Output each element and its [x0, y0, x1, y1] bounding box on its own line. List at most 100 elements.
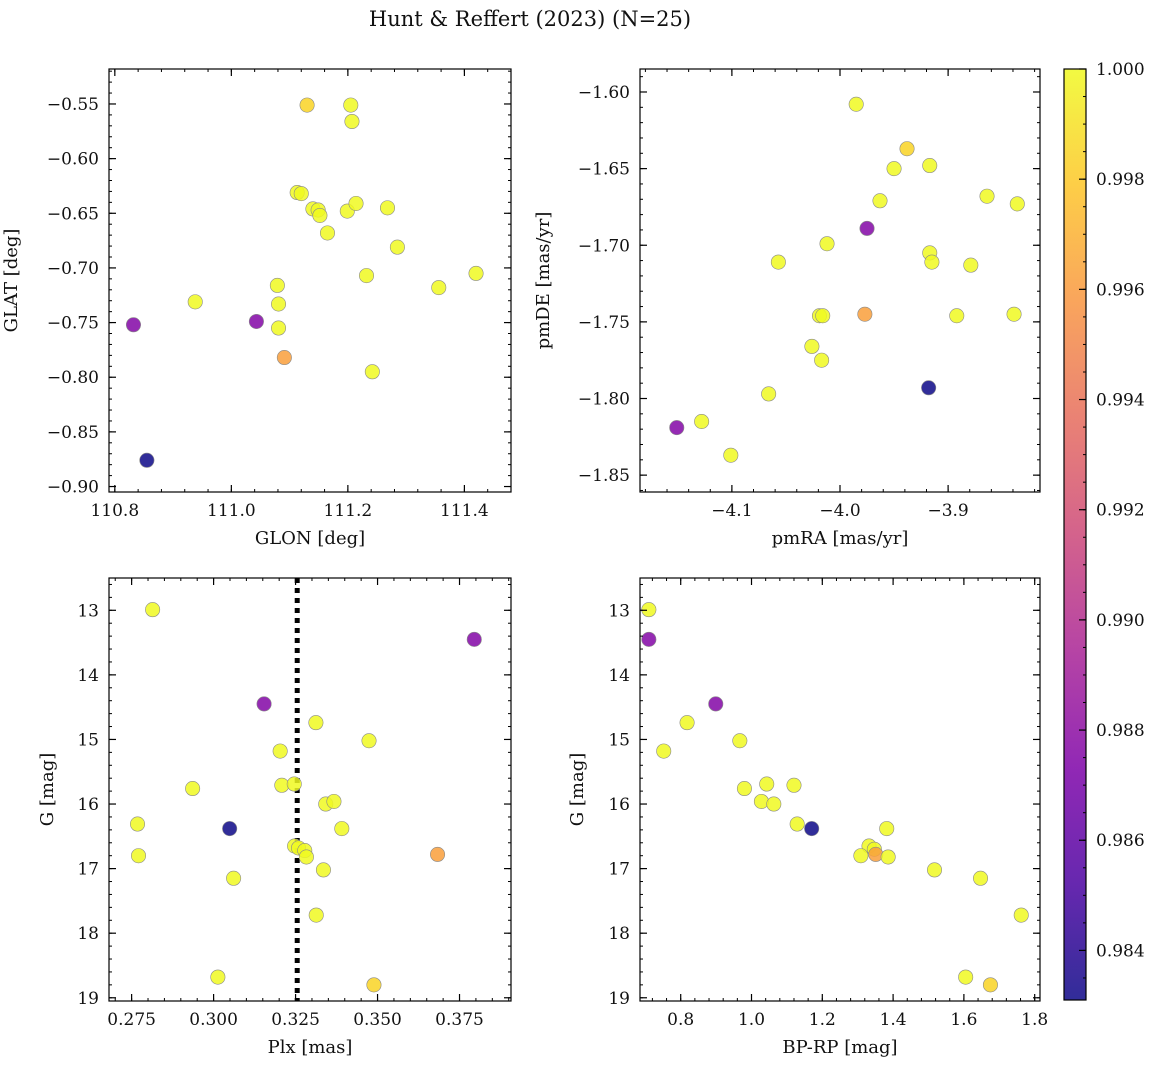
data-point — [879, 821, 895, 837]
y-tick-label: 18 — [608, 924, 630, 944]
data-point — [226, 870, 242, 886]
data-point — [269, 277, 285, 293]
data-point — [759, 776, 775, 792]
colorbar-tick-label: 1.000 — [1096, 60, 1145, 80]
data-point — [819, 236, 835, 252]
x-axis-label: BP-RP [mag] — [782, 1037, 897, 1058]
colorbar-tick-label: 0.990 — [1096, 611, 1145, 631]
data-point — [430, 846, 446, 862]
data-point — [853, 848, 869, 864]
data-point — [786, 777, 802, 793]
x-tick-label: 111.0 — [207, 501, 256, 521]
x-tick-label: −4.1 — [711, 501, 752, 521]
data-point — [315, 862, 331, 878]
x-tick-label: 1.8 — [1021, 1010, 1048, 1030]
data-point — [868, 846, 884, 862]
data-point — [379, 200, 395, 216]
data-point — [139, 452, 155, 468]
x-tick-label: 111.4 — [440, 501, 489, 521]
data-point — [958, 969, 974, 985]
data-point — [299, 97, 315, 113]
y-tick-label: −0.60 — [47, 150, 99, 170]
data-point — [343, 97, 359, 113]
data-point — [298, 849, 314, 865]
data-point — [334, 821, 350, 837]
y-tick-label: −0.70 — [47, 259, 99, 279]
data-point — [880, 849, 896, 865]
y-tick-label: 16 — [77, 795, 99, 815]
data-point — [293, 186, 309, 202]
data-point — [431, 280, 447, 296]
data-point — [848, 96, 864, 112]
colorbar-tick-label: 0.984 — [1096, 941, 1145, 961]
data-point — [145, 602, 161, 618]
colorbar-tick-label: 0.994 — [1096, 391, 1145, 411]
x-tick-label: −4.0 — [819, 501, 860, 521]
x-tick-label: 110.8 — [90, 501, 139, 521]
y-tick-label: 14 — [77, 666, 99, 686]
data-point — [348, 195, 364, 211]
data-point — [723, 447, 739, 463]
colorbar-tick-label: 0.996 — [1096, 280, 1145, 300]
colorbar-frame — [1063, 68, 1087, 1001]
y-tick-label: 15 — [608, 730, 630, 750]
data-point — [753, 793, 769, 809]
y-tick-label: −0.65 — [47, 204, 99, 224]
colorbar-tick-label: 0.998 — [1096, 170, 1145, 190]
data-point — [766, 796, 782, 812]
data-point — [312, 207, 328, 223]
y-tick-label: 18 — [77, 924, 99, 944]
data-point — [1009, 196, 1025, 212]
data-point — [1006, 306, 1022, 322]
data-point — [736, 781, 752, 797]
data-point — [872, 193, 888, 209]
data-point — [921, 380, 937, 396]
data-point — [131, 848, 147, 864]
data-point — [222, 821, 238, 837]
data-point — [366, 977, 382, 993]
data-point — [130, 816, 146, 832]
data-point — [770, 254, 786, 270]
colorbar-gradient — [1064, 69, 1086, 1000]
colorbar: 0.984 0.986 0.988 0.990 0.992 0.994 0.996 0.998… — [1063, 60, 1145, 1001]
y-tick-label: 14 — [608, 666, 630, 686]
panel-1: 110.8 111.0 111.2 111.4 −0.55 −0.60 −0.65 −0.70… — [1, 68, 512, 549]
data-point — [973, 870, 989, 886]
data-point — [857, 306, 873, 322]
x-tick-label: 0.350 — [353, 1010, 402, 1030]
data-point — [274, 777, 290, 793]
y-tick-label: −0.55 — [47, 95, 99, 115]
colorbar-tick-label: 0.992 — [1096, 501, 1145, 521]
data-point — [466, 631, 482, 647]
data-point — [364, 364, 380, 380]
data-point — [656, 743, 672, 759]
y-axis-label: pmDE [mas/yr] — [533, 212, 554, 350]
data-point — [815, 308, 831, 324]
data-point — [963, 257, 979, 273]
y-tick-label: −0.85 — [47, 423, 99, 443]
plot-frame — [639, 577, 1041, 1002]
panel-2: −4.1 −4.0 −3.9 −1.60 −1.65 −1.70 −1.75 −1.80 −1.… — [533, 68, 1041, 549]
data-point — [125, 317, 141, 333]
y-axis-label: GLAT [deg] — [1, 229, 22, 333]
y-tick-label: −1.70 — [578, 236, 630, 256]
data-point — [308, 715, 324, 731]
data-point — [319, 225, 335, 241]
data-point — [708, 696, 724, 712]
x-tick-label: 0.325 — [271, 1010, 320, 1030]
data-point — [669, 420, 685, 436]
data-point — [859, 220, 875, 236]
x-tick-label: −3.9 — [927, 501, 968, 521]
data-point — [1013, 907, 1029, 923]
data-point — [641, 631, 657, 647]
y-axis-label: G [mag] — [567, 753, 588, 826]
data-point — [210, 969, 226, 985]
data-point — [308, 907, 324, 923]
data-point — [804, 821, 820, 837]
x-tick-label: 0.300 — [189, 1010, 238, 1030]
y-tick-label: −0.75 — [47, 314, 99, 334]
y-tick-label: −1.80 — [578, 390, 630, 410]
x-tick-label: 0.275 — [107, 1010, 156, 1030]
data-point — [814, 352, 830, 368]
